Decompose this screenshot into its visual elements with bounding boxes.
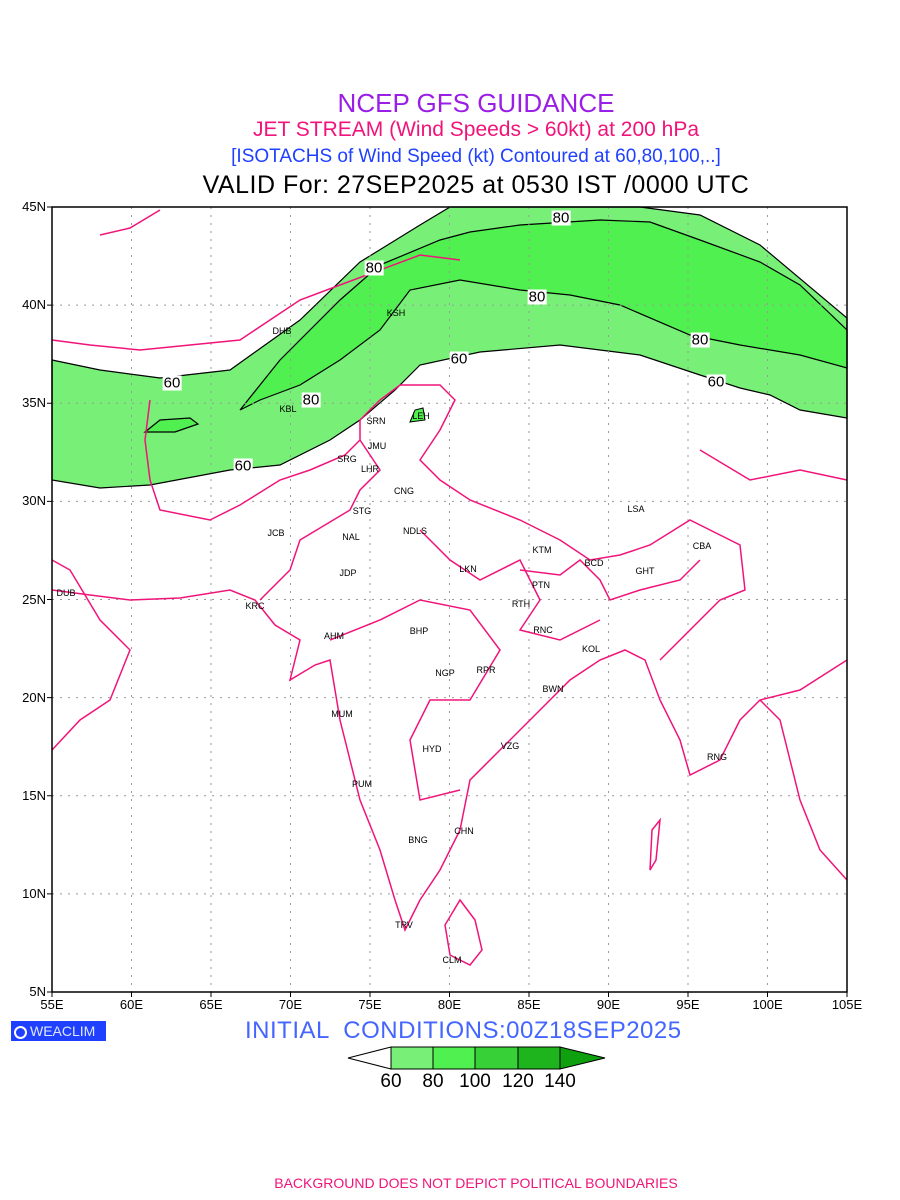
city-label: LEH — [412, 411, 430, 421]
contour-label: 60 — [162, 374, 182, 392]
colorbar-label: 100 — [459, 1071, 491, 1092]
country-borders — [51, 209, 848, 966]
lat-label: 25N — [22, 591, 46, 607]
lon-label: 75E — [358, 997, 382, 1012]
contour-label: 80 — [551, 209, 571, 227]
colorbar-label: 120 — [502, 1071, 534, 1092]
lat-label: 30N — [22, 493, 46, 509]
title-isotachs: [ISOTACHS of Wind Speed (kt) Contoured a… — [231, 146, 721, 167]
lon-label: 80E — [437, 997, 462, 1012]
city-label: VZG — [500, 741, 520, 751]
lat-label: 5N — [29, 984, 46, 999]
colorbar-label: 80 — [422, 1071, 444, 1092]
lon-label: 90E — [596, 997, 621, 1012]
isotach-80-blob-leh — [409, 407, 426, 423]
colorbar-60-80 — [390, 1046, 434, 1070]
city-label: KOL — [581, 644, 601, 654]
city-label: JCB — [267, 528, 285, 538]
city-label: LKN — [459, 564, 477, 574]
lat-label: 10N — [22, 885, 46, 901]
lon-label: 85E — [517, 997, 541, 1012]
contour-label: 60 — [706, 373, 726, 391]
city-label: PUM — [352, 779, 372, 789]
isotach-80-blob — [143, 417, 200, 433]
city-label: DUB — [56, 588, 76, 598]
colorbar — [347, 1046, 606, 1070]
city-label: GHT — [635, 566, 655, 576]
city-label: JMU — [367, 441, 387, 451]
colorbar-label: 60 — [380, 1071, 402, 1092]
city-label: RPR — [476, 665, 496, 675]
contour-label: 60 — [233, 457, 253, 475]
city-label: BCD — [584, 558, 604, 568]
lon-label: 60E — [119, 997, 144, 1012]
city-label: NGP — [435, 668, 455, 678]
lon-label: 65E — [199, 997, 223, 1012]
contour-label: 80 — [364, 259, 384, 277]
lon-label: 70E — [278, 997, 303, 1012]
city-label: KTM — [532, 545, 552, 555]
logo-text: WEACLIM — [30, 1023, 96, 1039]
title-main: NCEP GFS GUIDANCE — [337, 88, 615, 118]
city-label: TRV — [395, 920, 413, 930]
city-label: KBL — [279, 404, 297, 414]
city-label: NAL — [342, 532, 360, 542]
colorbar-120-140 — [517, 1046, 561, 1070]
lat-label: 15N — [22, 787, 46, 803]
city-label: PTN — [532, 580, 550, 590]
city-label: BHP — [409, 626, 429, 636]
city-label: KRC — [245, 601, 265, 611]
lon-label: 105E — [831, 997, 863, 1012]
city-label: AHM — [324, 631, 344, 641]
lat-label: 20N — [22, 689, 46, 705]
colorbar-100-120 — [474, 1046, 519, 1070]
city-label: CNG — [394, 486, 414, 496]
city-label: STG — [352, 506, 372, 516]
colorbar-above-140 — [559, 1046, 606, 1070]
lon-label: 95E — [676, 997, 700, 1012]
lat-label: 45N — [22, 199, 46, 214]
city-label: RNC — [533, 625, 553, 635]
city-label: LHR — [360, 464, 380, 474]
lon-label: 55E — [40, 997, 64, 1012]
city-label: CLM — [442, 955, 462, 965]
city-label: CBA — [692, 541, 712, 551]
contour-label: 60 — [449, 350, 469, 368]
city-label: CHN — [454, 826, 474, 836]
city-label: SRN — [366, 416, 386, 426]
contour-label: 80 — [527, 288, 547, 306]
city-label: BWN — [542, 684, 564, 694]
lon-label: 100E — [752, 997, 783, 1012]
city-label: RTH — [511, 599, 531, 609]
colorbar-label: 140 — [544, 1071, 576, 1092]
contour-label: 80 — [690, 331, 710, 349]
lat-label: 40N — [22, 297, 46, 313]
city-label: NDLS — [402, 526, 428, 536]
colorbar-below-60 — [347, 1046, 392, 1070]
city-label: KSH — [386, 308, 406, 318]
city-label: JDP — [339, 568, 357, 578]
title-jet-stream: JET STREAM (Wind Speeds > 60kt) at 200 h… — [252, 118, 700, 141]
city-label: DHB — [272, 326, 292, 336]
lat-label: 35N — [22, 395, 46, 411]
weaclim-logo: WEACLIM — [11, 1021, 106, 1041]
colorbar-80-100 — [432, 1046, 476, 1070]
copyright-icon — [14, 1026, 27, 1039]
city-label: BNG — [408, 835, 428, 845]
footer-disclaimer: BACKGROUND DOES NOT DEPICT POLITICAL BOU… — [274, 1175, 678, 1191]
contour-label: 80 — [301, 391, 321, 409]
city-label: MUM — [331, 709, 353, 719]
title-valid-time: VALID For: 27SEP2025 at 0530 IST /0000 U… — [202, 171, 750, 199]
initial-conditions: INITIAL CONDITIONS:00Z18SEP2025 — [245, 1017, 682, 1044]
city-label: LSA — [627, 504, 645, 514]
city-label: RNG — [707, 752, 727, 762]
city-label: HYD — [422, 744, 442, 754]
city-label: SRG — [337, 454, 357, 464]
